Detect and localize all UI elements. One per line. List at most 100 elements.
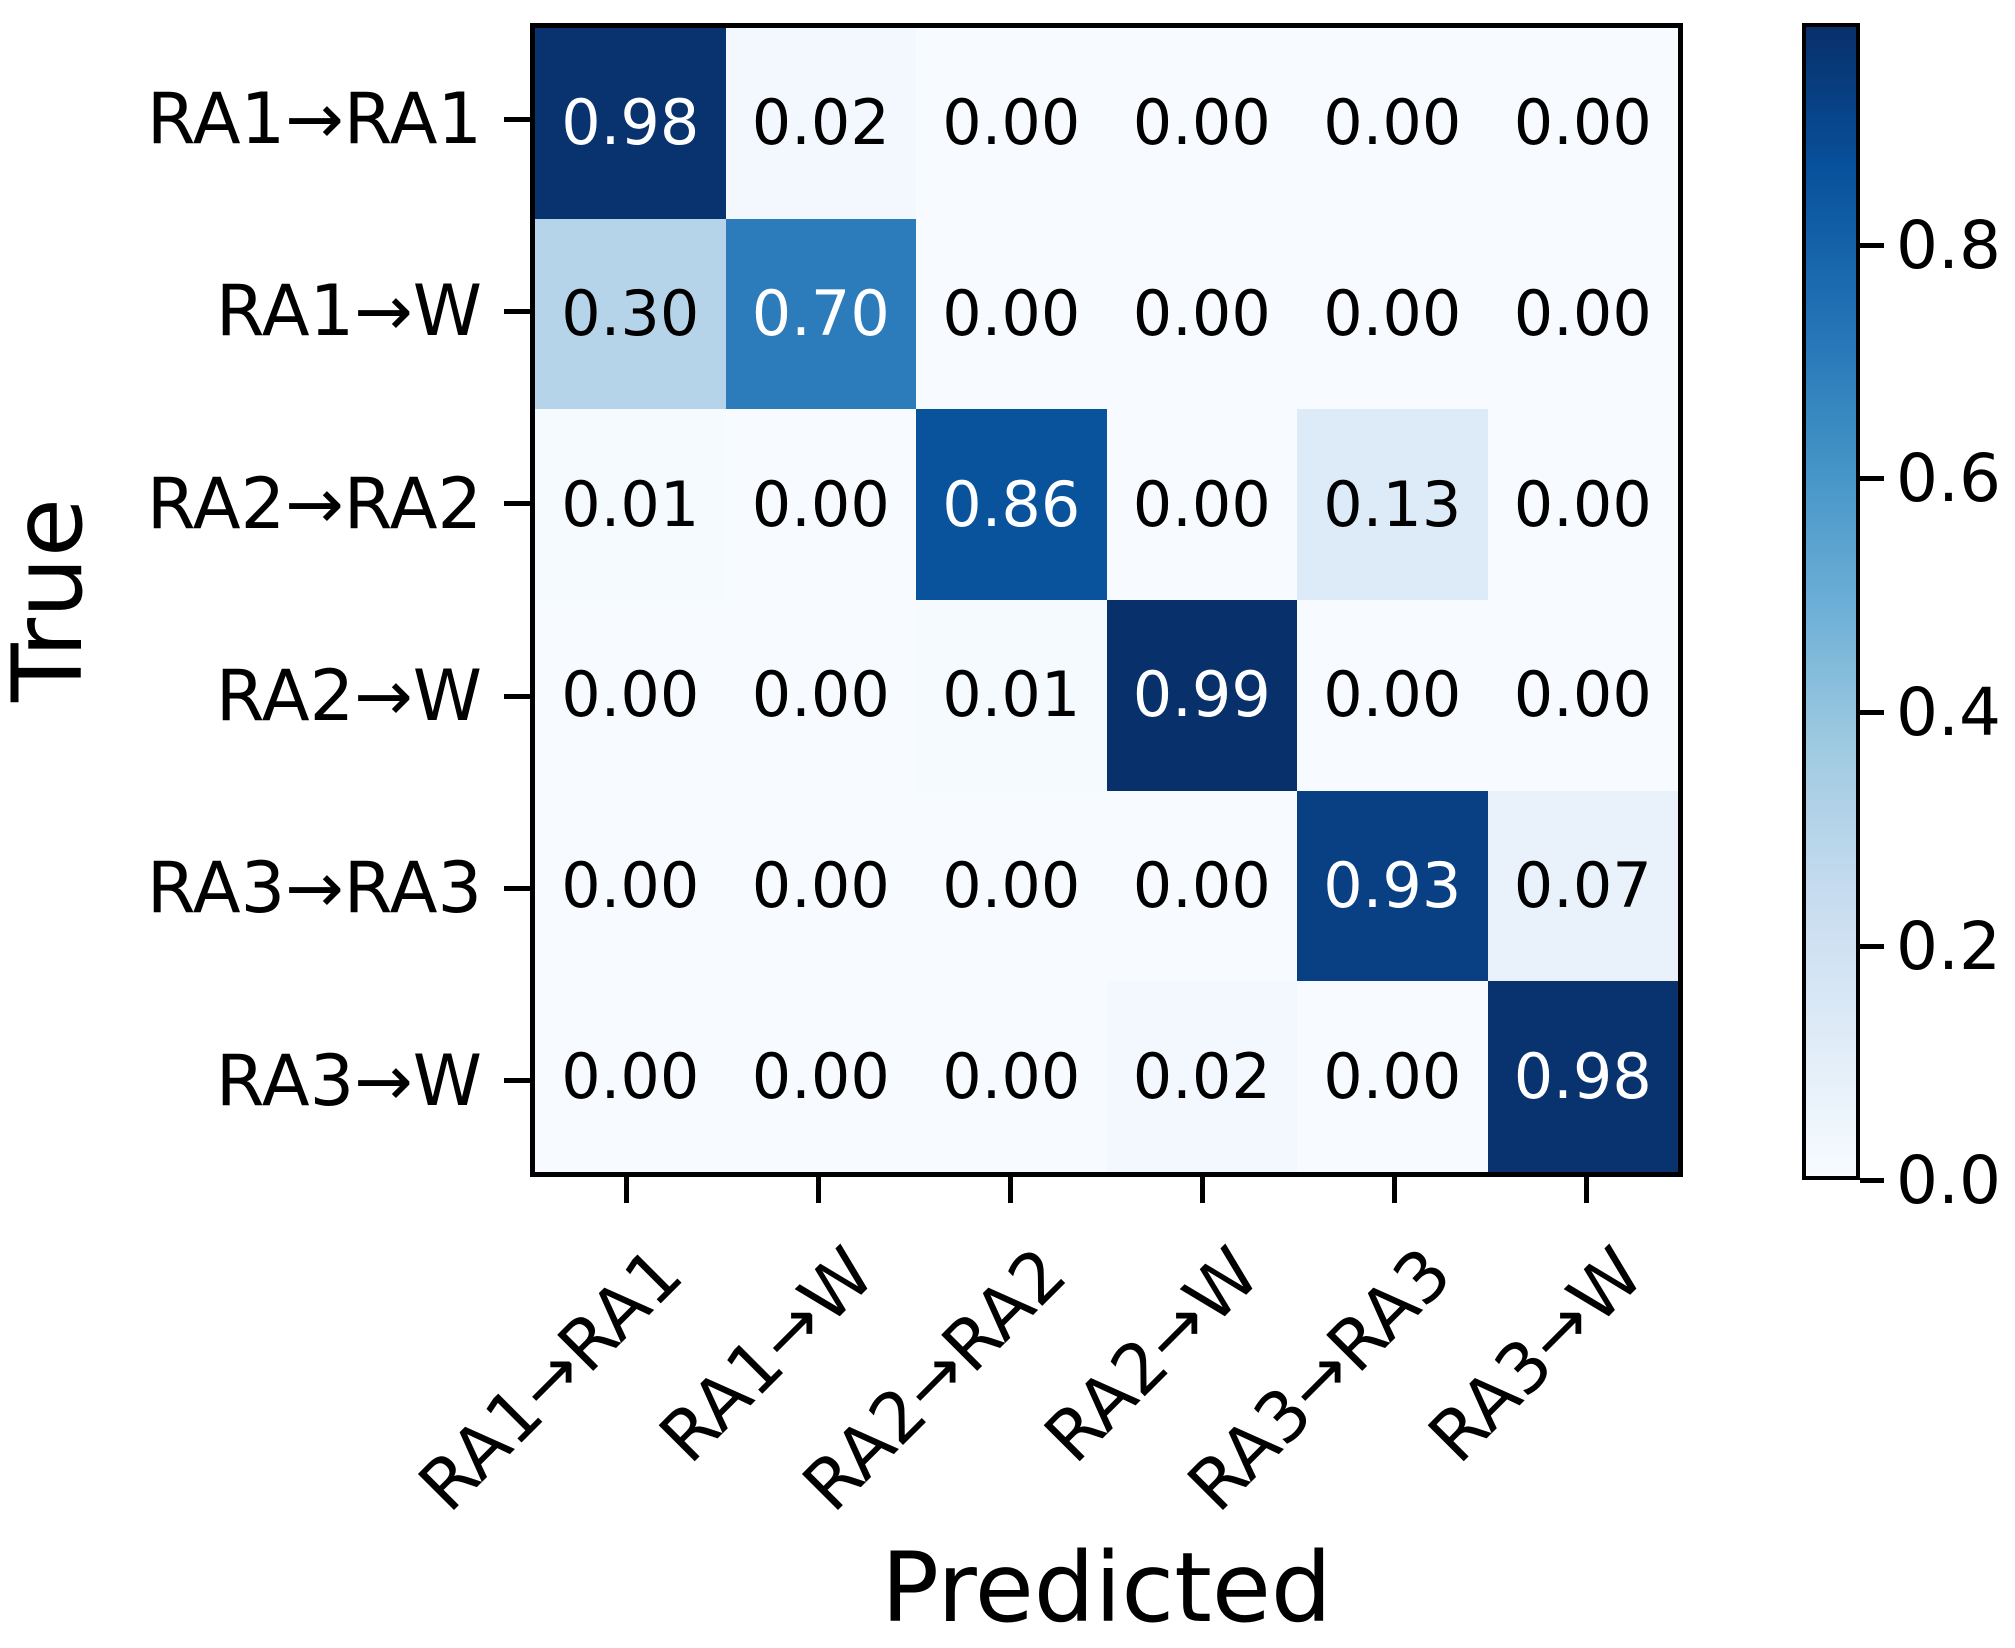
heatmap-cell: 0.07 xyxy=(1487,790,1678,982)
cell-value: 0.00 xyxy=(1513,467,1652,541)
heatmap-cell: 0.00 xyxy=(1106,218,1297,410)
y-tick-label: RA1→W xyxy=(215,270,482,353)
x-axis-tick xyxy=(1200,1177,1206,1203)
cell-value: 0.00 xyxy=(751,1039,890,1113)
x-tick-label: RA1→RA1 xyxy=(403,1232,699,1527)
y-axis-tick xyxy=(504,886,530,891)
heatmap-cell: 0.01 xyxy=(535,409,726,600)
cell-value: 0.00 xyxy=(942,276,1081,350)
cell-value: 0.98 xyxy=(1513,1039,1652,1113)
cell-value: 0.00 xyxy=(751,848,890,922)
colorbar-tick xyxy=(1860,710,1884,716)
heatmap-cell: 0.00 xyxy=(725,981,916,1172)
cell-value: 0.00 xyxy=(1132,86,1271,160)
heatmap-cell: 0.93 xyxy=(1297,790,1488,982)
colorbar-tick xyxy=(1860,943,1884,949)
x-axis-label: Predicted xyxy=(881,1532,1332,1644)
heatmap-cell: 0.00 xyxy=(1297,981,1488,1172)
heatmap-cell: 0.00 xyxy=(916,790,1107,982)
cell-value: 0.00 xyxy=(942,1039,1081,1113)
cell-value: 0.01 xyxy=(561,467,700,541)
cell-value: 0.07 xyxy=(1513,848,1652,922)
y-tick-label: RA1→RA1 xyxy=(146,78,482,161)
heatmap-cell: 0.00 xyxy=(1487,218,1678,410)
heatmap-cell: 0.00 xyxy=(535,790,726,982)
heatmap-cell: 0.00 xyxy=(1487,600,1678,791)
heatmap-grid: 0.98 0.02 0.00 0.00 0.00 0.00 0.30 0.70 0.00 0.00… xyxy=(530,23,1683,1177)
heatmap-cell: 0.00 xyxy=(1487,28,1678,219)
heatmap-cell: 0.02 xyxy=(1106,981,1297,1172)
heatmap-cell: 0.98 xyxy=(535,28,726,219)
x-axis-tick xyxy=(1584,1177,1590,1203)
x-axis-tick xyxy=(623,1177,629,1203)
cell-value: 0.00 xyxy=(942,848,1081,922)
cell-value: 0.00 xyxy=(561,658,700,732)
colorbar-tick-label: 0.2 xyxy=(1896,907,2001,985)
x-axis-tick xyxy=(815,1177,821,1203)
heatmap-cell: 0.01 xyxy=(916,600,1107,791)
heatmap-cell: 0.98 xyxy=(1487,981,1678,1172)
cell-value: 0.30 xyxy=(561,276,700,350)
heatmap-cell: 0.00 xyxy=(535,981,726,1172)
heatmap-cell: 0.00 xyxy=(916,218,1107,410)
cell-value: 0.00 xyxy=(561,848,700,922)
cell-value: 0.00 xyxy=(1132,467,1271,541)
heatmap-cell: 0.00 xyxy=(1106,409,1297,600)
heatmap-cell: 0.00 xyxy=(1106,790,1297,982)
colorbar-tick-label: 0.0 xyxy=(1896,1141,2001,1219)
cell-value: 0.00 xyxy=(1323,658,1462,732)
heatmap-cell: 0.13 xyxy=(1297,409,1488,600)
colorbar-tick-label: 0.4 xyxy=(1896,674,2001,752)
heatmap-cell: 0.30 xyxy=(535,218,726,410)
heatmap-cell: 0.00 xyxy=(1487,409,1678,600)
y-axis-tick xyxy=(504,309,530,314)
heatmap-cell: 0.00 xyxy=(916,981,1107,1172)
cell-value: 0.00 xyxy=(1513,276,1652,350)
cell-value: 0.00 xyxy=(1513,86,1652,160)
cell-value: 0.93 xyxy=(1323,848,1462,922)
colorbar-tick xyxy=(1860,476,1884,482)
cell-value: 0.02 xyxy=(751,86,890,160)
colorbar-tick-label: 0.6 xyxy=(1896,440,2001,518)
cell-value: 0.70 xyxy=(751,276,890,350)
cell-value: 0.00 xyxy=(1132,848,1271,922)
heatmap-cell: 0.99 xyxy=(1106,600,1297,791)
colorbar-tick xyxy=(1860,1177,1884,1183)
heatmap-cell: 0.00 xyxy=(725,790,916,982)
y-axis-tick xyxy=(504,116,530,122)
cell-value: 0.00 xyxy=(561,1039,700,1113)
y-tick-label: RA3→RA3 xyxy=(146,847,482,930)
x-axis-tick xyxy=(1392,1177,1398,1203)
cell-value: 0.00 xyxy=(1132,276,1271,350)
colorbar xyxy=(1802,23,1860,1180)
colorbar-tick xyxy=(1860,242,1884,248)
heatmap-cell: 0.00 xyxy=(1106,28,1297,219)
cell-value: 0.00 xyxy=(1323,276,1462,350)
cell-value: 0.13 xyxy=(1323,467,1462,541)
cell-value: 0.99 xyxy=(1132,658,1271,732)
cell-value: 0.00 xyxy=(1323,86,1462,160)
cell-value: 0.00 xyxy=(1513,658,1652,732)
cell-value: 0.00 xyxy=(751,467,890,541)
heatmap-cell: 0.02 xyxy=(725,28,916,219)
heatmap-cell: 0.86 xyxy=(916,409,1107,600)
colorbar-tick-label: 0.8 xyxy=(1896,206,2001,284)
cell-value: 0.02 xyxy=(1132,1039,1271,1113)
heatmap-cell: 0.00 xyxy=(1297,600,1488,791)
cell-value: 0.00 xyxy=(942,86,1081,160)
y-tick-label: RA2→W xyxy=(215,655,482,738)
cell-value: 0.01 xyxy=(942,658,1081,732)
y-tick-label: RA2→RA2 xyxy=(146,462,482,545)
cell-value: 0.86 xyxy=(942,467,1081,541)
heatmap-cell: 0.00 xyxy=(725,409,916,600)
heatmap-cell: 0.00 xyxy=(725,600,916,791)
y-tick-label: RA3→W xyxy=(215,1039,482,1122)
x-tick-label: RA3→W xyxy=(1412,1232,1659,1479)
heatmap-cell: 0.00 xyxy=(916,28,1107,219)
y-axis-tick xyxy=(504,1078,530,1084)
cell-value: 0.00 xyxy=(751,658,890,732)
heatmap-cell: 0.00 xyxy=(535,600,726,791)
y-axis-tick xyxy=(504,693,530,699)
y-axis-tick xyxy=(504,501,530,507)
